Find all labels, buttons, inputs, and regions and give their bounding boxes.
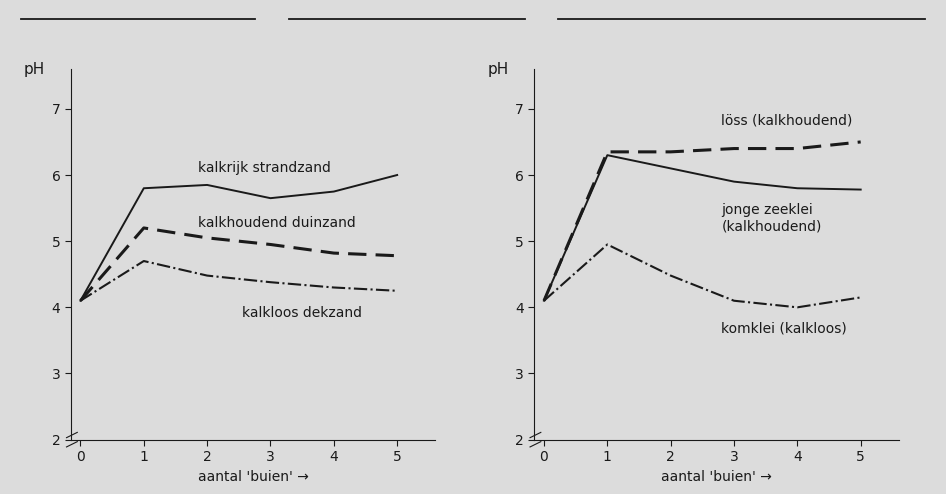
Y-axis label: pH: pH [487, 62, 509, 77]
Text: löss (kalkhoudend): löss (kalkhoudend) [722, 114, 852, 128]
Text: kalkrijk strandzand: kalkrijk strandzand [198, 162, 330, 175]
Text: kalkloos dekzand: kalkloos dekzand [242, 306, 362, 320]
Text: kalkhoudend duinzand: kalkhoudend duinzand [198, 216, 356, 230]
Text: jonge zeeklei
(kalkhoudend): jonge zeeklei (kalkhoudend) [722, 203, 822, 233]
Text: komklei (kalkloos): komklei (kalkloos) [722, 322, 847, 335]
Y-axis label: pH: pH [24, 62, 45, 77]
X-axis label: aantal 'buien' →: aantal 'buien' → [661, 470, 772, 484]
X-axis label: aantal 'buien' →: aantal 'buien' → [198, 470, 308, 484]
